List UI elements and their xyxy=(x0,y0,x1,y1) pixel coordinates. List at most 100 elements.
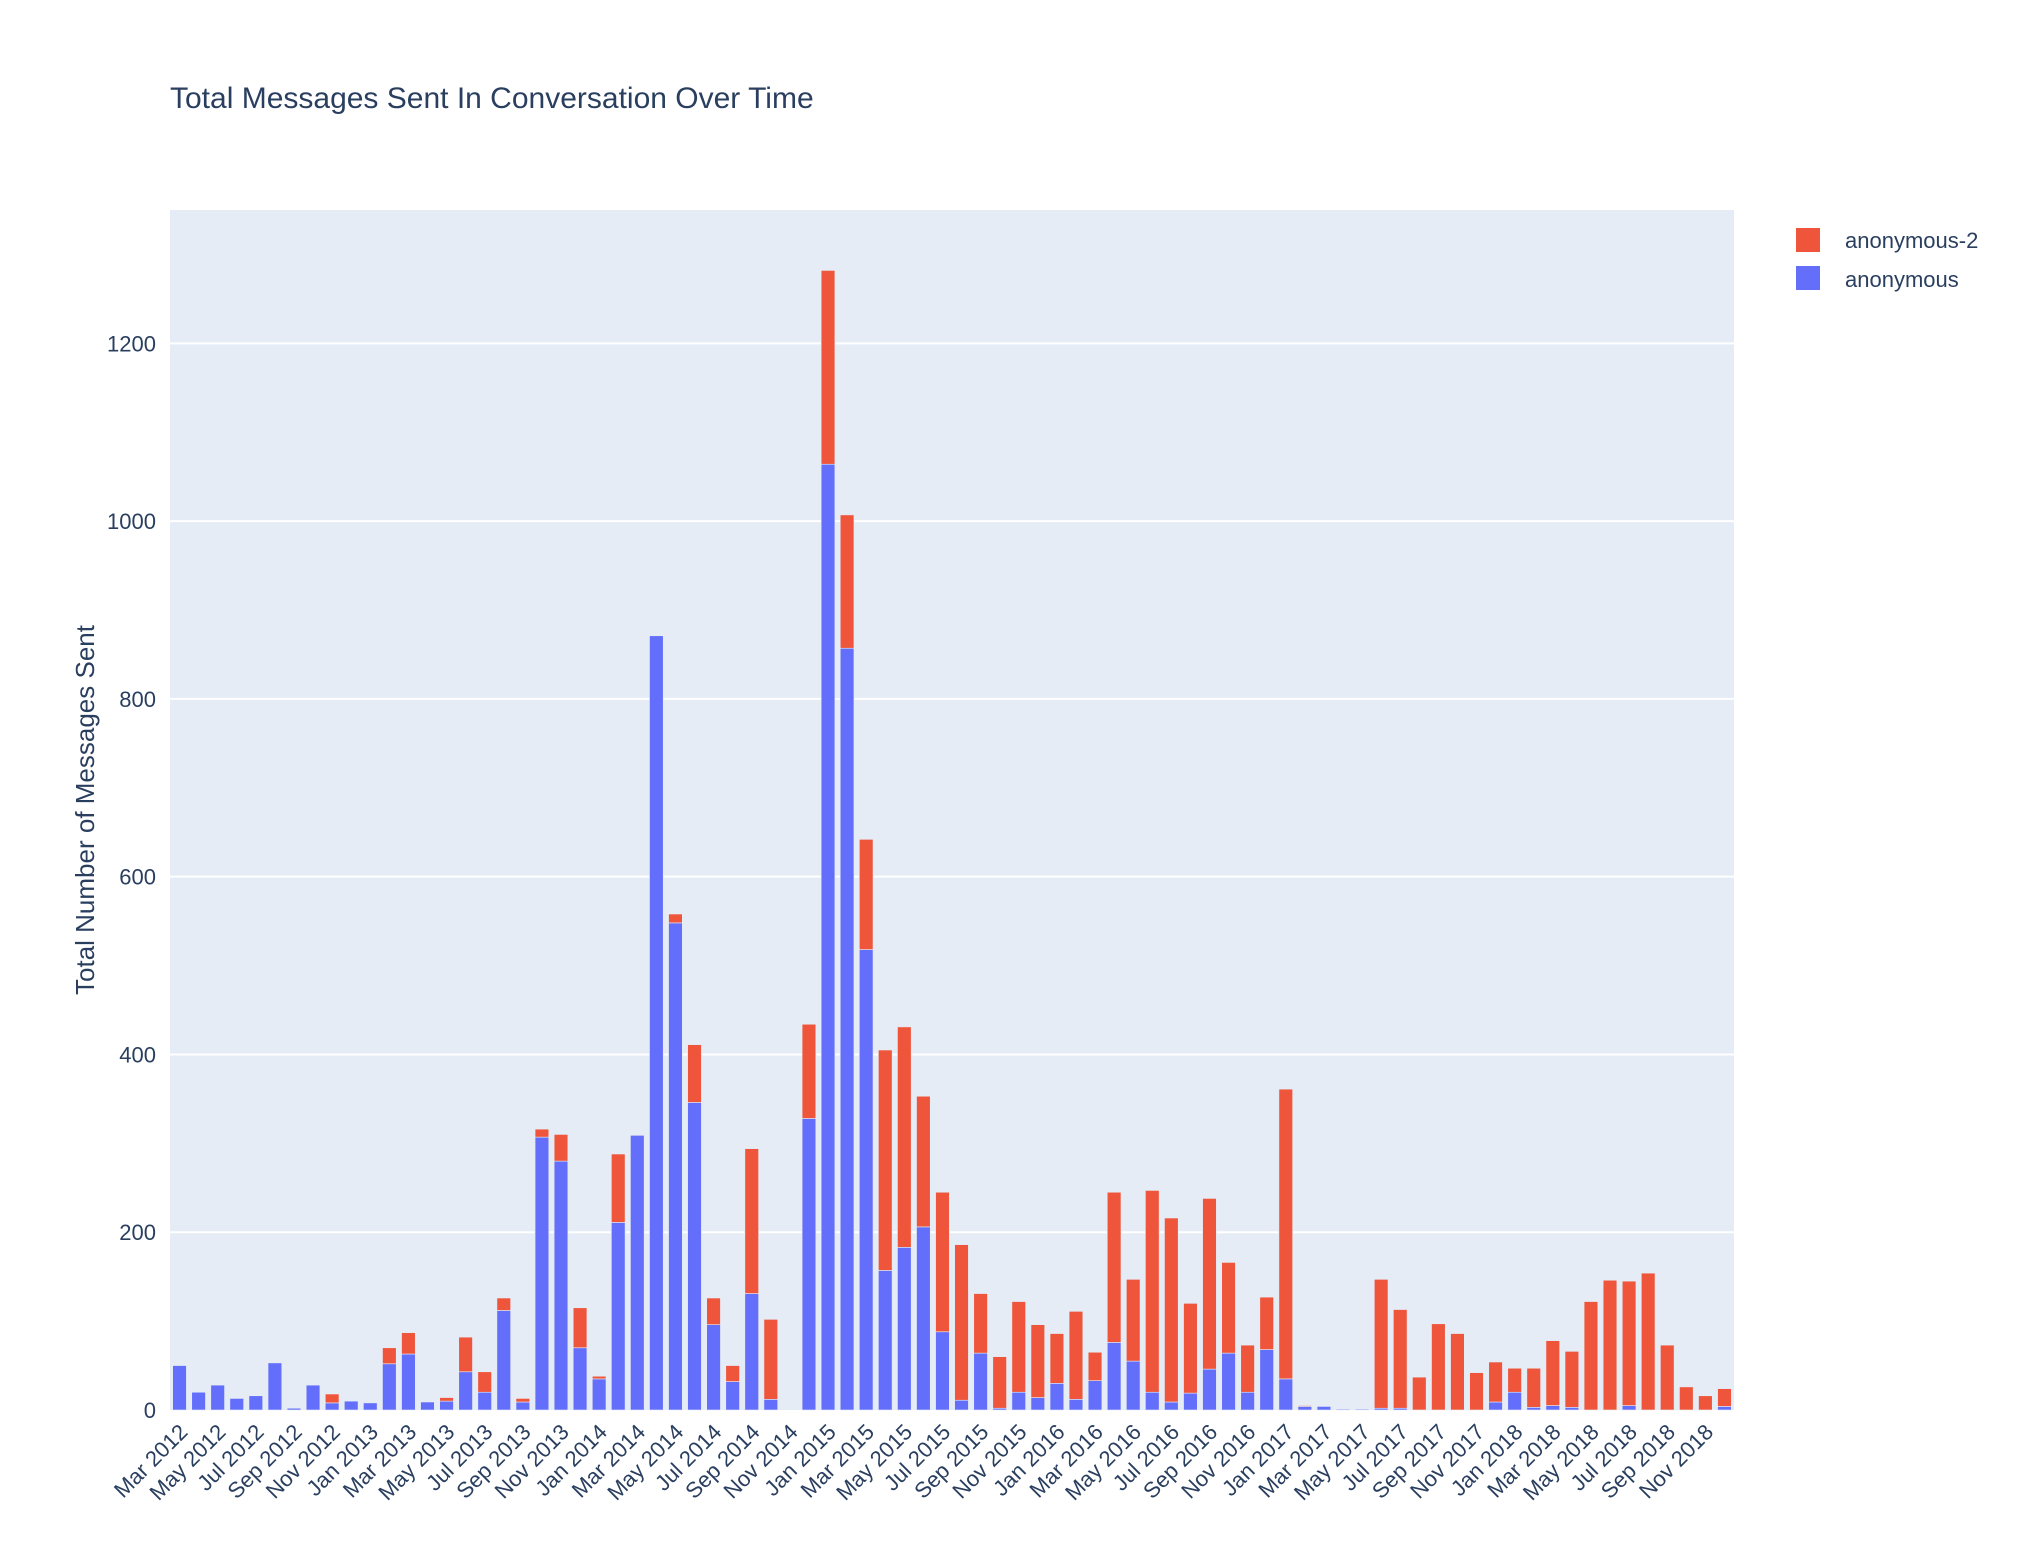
bar-anonymous[interactable] xyxy=(286,1407,302,1411)
bar-anonymous[interactable] xyxy=(1278,1378,1293,1411)
bar-anonymous[interactable] xyxy=(1717,1406,1732,1411)
bar-anonymous-2[interactable] xyxy=(1469,1372,1484,1411)
bar-anonymous-2[interactable] xyxy=(1202,1198,1217,1370)
bar-anonymous-2[interactable] xyxy=(1602,1279,1618,1411)
bar-anonymous[interactable] xyxy=(878,1270,893,1411)
bar-anonymous[interactable] xyxy=(1145,1391,1160,1411)
bar-anonymous-2[interactable] xyxy=(515,1398,531,1403)
bar-anonymous-2[interactable] xyxy=(1507,1367,1522,1393)
bar-anonymous-2[interactable] xyxy=(1106,1191,1122,1343)
bar-anonymous[interactable] xyxy=(801,1118,817,1411)
bar-anonymous[interactable] xyxy=(630,1135,645,1411)
bar-anonymous[interactable] xyxy=(1526,1407,1541,1411)
bar-anonymous[interactable] xyxy=(935,1331,950,1411)
bar-anonymous[interactable] xyxy=(687,1102,702,1411)
bar-anonymous[interactable] xyxy=(820,463,836,1411)
bar-anonymous[interactable] xyxy=(954,1399,969,1411)
bar-anonymous[interactable] xyxy=(1259,1349,1274,1411)
bar-anonymous[interactable] xyxy=(916,1226,931,1411)
bar-anonymous-2[interactable] xyxy=(1488,1361,1503,1403)
bar-anonymous[interactable] xyxy=(382,1363,397,1411)
bar-anonymous-2[interactable] xyxy=(878,1049,893,1271)
bar-anonymous-2[interactable] xyxy=(973,1293,988,1354)
bar-anonymous[interactable] xyxy=(1564,1407,1580,1411)
bar-anonymous-2[interactable] xyxy=(1373,1279,1389,1409)
bar-anonymous[interactable] xyxy=(496,1310,511,1411)
bar-anonymous[interactable] xyxy=(572,1347,588,1411)
bar-anonymous-2[interactable] xyxy=(324,1393,340,1404)
bar-anonymous[interactable] xyxy=(1087,1380,1103,1411)
bar-anonymous-2[interactable] xyxy=(1030,1324,1045,1398)
legend-item-anonymous-2[interactable]: anonymous-2 xyxy=(1796,228,1978,253)
bar-anonymous[interactable] xyxy=(839,647,855,1411)
bar-anonymous-2[interactable] xyxy=(1717,1388,1732,1407)
bar-anonymous-2[interactable] xyxy=(458,1336,473,1373)
bar-anonymous-2[interactable] xyxy=(954,1244,969,1401)
bar-anonymous[interactable] xyxy=(1011,1391,1026,1411)
bar-anonymous[interactable] xyxy=(534,1136,550,1411)
bar-anonymous-2[interactable] xyxy=(401,1332,416,1355)
bar-anonymous[interactable] xyxy=(439,1400,454,1411)
bar-anonymous-2[interactable] xyxy=(1526,1367,1541,1408)
bar-anonymous[interactable] xyxy=(515,1401,531,1411)
bar-anonymous[interactable] xyxy=(191,1391,206,1411)
bar-anonymous[interactable] xyxy=(248,1395,263,1411)
bar-anonymous[interactable] xyxy=(859,949,874,1411)
bar-anonymous[interactable] xyxy=(1049,1383,1065,1411)
bar-anonymous-2[interactable] xyxy=(1412,1376,1427,1411)
bar-anonymous-2[interactable] xyxy=(1221,1262,1236,1354)
bar-anonymous[interactable] xyxy=(1354,1408,1370,1411)
bar-anonymous-2[interactable] xyxy=(706,1297,721,1325)
bar-anonymous-2[interactable] xyxy=(553,1134,569,1162)
bar-anonymous-2[interactable] xyxy=(1011,1301,1026,1393)
bar-anonymous-2[interactable] xyxy=(687,1044,702,1103)
bar-anonymous-2[interactable] xyxy=(1698,1395,1713,1411)
bar-anonymous[interactable] xyxy=(1297,1406,1313,1411)
bar-anonymous-2[interactable] xyxy=(1641,1272,1656,1411)
bar-anonymous[interactable] xyxy=(401,1353,416,1411)
bar-anonymous-2[interactable] xyxy=(801,1023,817,1119)
bar-anonymous-2[interactable] xyxy=(1259,1296,1274,1350)
bar-anonymous-2[interactable] xyxy=(859,839,874,950)
legend-item-anonymous[interactable]: anonymous xyxy=(1796,266,1959,292)
bar-anonymous[interactable] xyxy=(1240,1391,1255,1411)
bar-anonymous-2[interactable] xyxy=(591,1375,607,1380)
bar-anonymous[interactable] xyxy=(458,1371,473,1411)
bar-anonymous[interactable] xyxy=(611,1222,626,1411)
bar-anonymous-2[interactable] xyxy=(572,1307,588,1349)
bar-anonymous[interactable] xyxy=(744,1293,759,1411)
bar-anonymous-2[interactable] xyxy=(992,1356,1007,1409)
bar-anonymous-2[interactable] xyxy=(820,270,836,465)
bar-anonymous-2[interactable] xyxy=(763,1319,778,1400)
bar-anonymous-2[interactable] xyxy=(1145,1190,1160,1393)
bar-anonymous[interactable] xyxy=(1507,1391,1522,1411)
bar-anonymous-2[interactable] xyxy=(1621,1280,1637,1406)
bar-anonymous[interactable] xyxy=(1106,1342,1122,1411)
bar-anonymous[interactable] xyxy=(706,1324,721,1411)
bar-anonymous[interactable] xyxy=(1335,1408,1351,1411)
bar-anonymous[interactable] xyxy=(1621,1405,1637,1411)
bar-anonymous[interactable] xyxy=(1488,1401,1503,1411)
bar-anonymous-2[interactable] xyxy=(611,1153,626,1223)
bar-anonymous-2[interactable] xyxy=(897,1026,912,1248)
bar-anonymous-2[interactable] xyxy=(1450,1333,1465,1411)
bar-anonymous-2[interactable] xyxy=(534,1128,550,1138)
bar-anonymous[interactable] xyxy=(210,1384,225,1411)
bar-anonymous-2[interactable] xyxy=(1049,1333,1065,1384)
bar-anonymous-2[interactable] xyxy=(1126,1279,1141,1362)
bar-anonymous-2[interactable] xyxy=(1679,1386,1694,1411)
bar-anonymous[interactable] xyxy=(1030,1397,1045,1411)
bar-anonymous[interactable] xyxy=(267,1362,283,1411)
bar-anonymous[interactable] xyxy=(1221,1352,1236,1411)
bar-anonymous[interactable] xyxy=(1545,1405,1560,1411)
bar-anonymous[interactable] xyxy=(763,1399,778,1411)
bar-anonymous[interactable] xyxy=(363,1402,378,1411)
bar-anonymous-2[interactable] xyxy=(1183,1303,1198,1394)
bar-anonymous[interactable] xyxy=(420,1401,435,1411)
bar-anonymous-2[interactable] xyxy=(382,1347,397,1365)
bar-anonymous[interactable] xyxy=(477,1391,492,1411)
bar-anonymous-2[interactable] xyxy=(1431,1323,1446,1411)
bar-anonymous-2[interactable] xyxy=(1564,1351,1580,1408)
bar-anonymous-2[interactable] xyxy=(496,1297,511,1311)
bar-anonymous[interactable] xyxy=(1183,1392,1198,1411)
